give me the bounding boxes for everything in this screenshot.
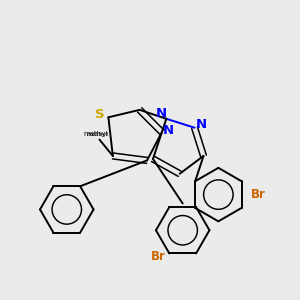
Text: N: N	[163, 124, 174, 137]
Text: Br: Br	[251, 188, 266, 201]
Text: N: N	[155, 107, 167, 120]
Text: N: N	[196, 118, 207, 131]
Text: methyl: methyl	[86, 132, 108, 137]
Text: S: S	[95, 108, 105, 122]
Text: methyl: methyl	[84, 131, 108, 137]
Text: Br: Br	[151, 250, 166, 263]
